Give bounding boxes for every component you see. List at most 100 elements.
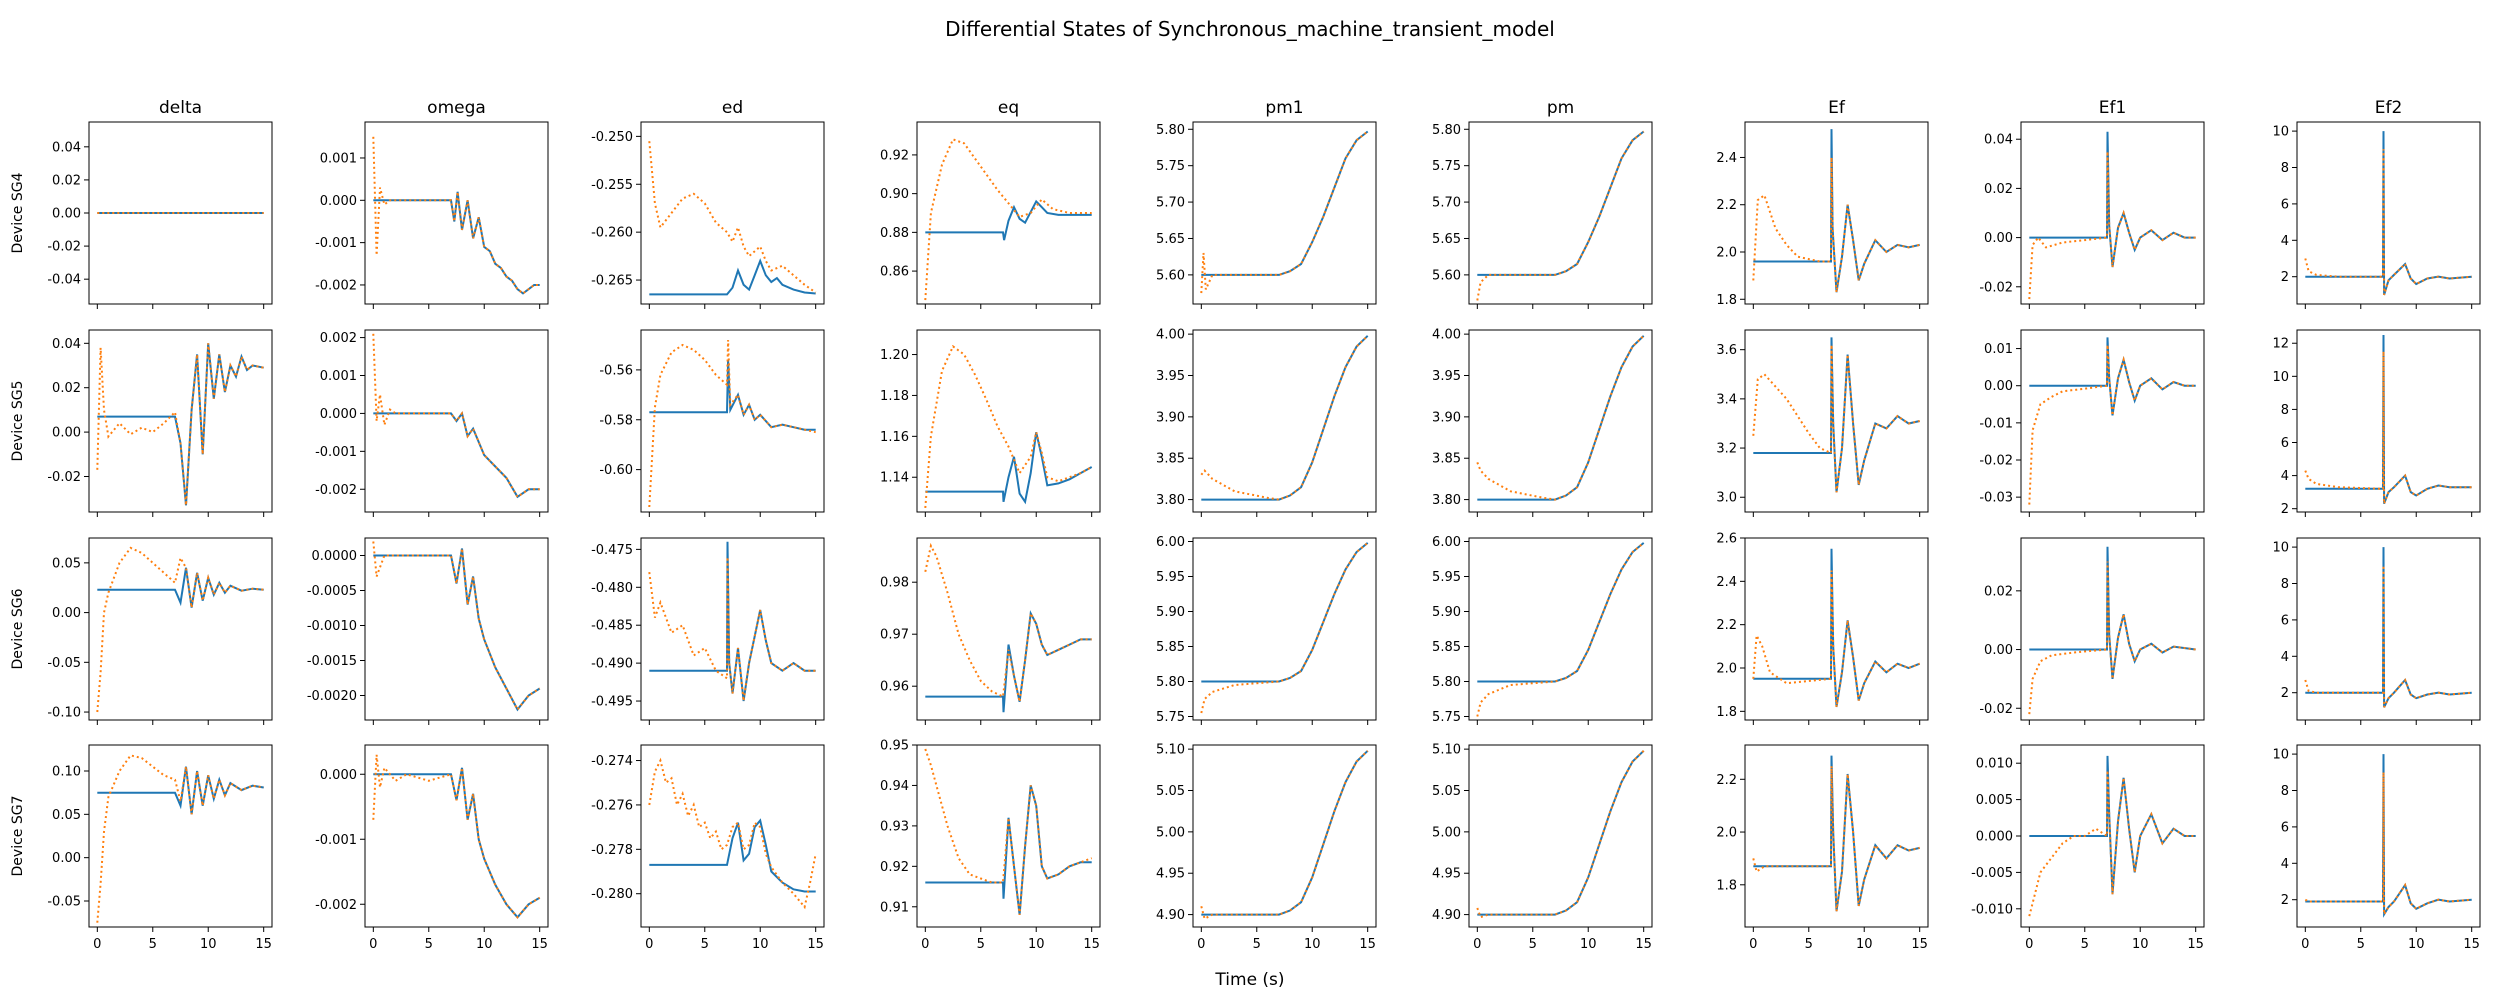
y-tick-label: 2.4 xyxy=(1716,151,1737,166)
subplot-Ef1-row4: 0.010 0.005 0.000 -0.005 -0.010 0 5 10 15 xyxy=(1971,744,2205,952)
y-tick-label: 5.05 xyxy=(1432,784,1461,799)
y-tick-label: 0.00 xyxy=(52,426,81,441)
y-tick-label: 0.95 xyxy=(880,739,909,754)
x-tick-label: 15 xyxy=(531,937,548,952)
subplot-pm1-row2: 4.00 3.95 3.90 3.85 3.80 xyxy=(1156,328,1377,517)
x-tick-label: 15 xyxy=(2187,937,2204,952)
axes-frame xyxy=(1192,121,1377,305)
series-line-pred xyxy=(648,339,816,508)
y-tick-label: 8 xyxy=(2281,784,2289,799)
y-tick-label: 1.8 xyxy=(1716,878,1737,893)
y-tick-label: -0.60 xyxy=(599,463,633,478)
series-line-true xyxy=(1753,129,1920,293)
series-line-true xyxy=(97,567,264,608)
y-tick-label: 3.0 xyxy=(1716,491,1737,506)
series-line-true xyxy=(925,610,1092,713)
series-line-pred xyxy=(2028,770,2196,917)
axes-frame xyxy=(364,121,549,305)
series-line-pred xyxy=(96,754,264,923)
series-line-pred xyxy=(2028,561,2196,715)
axes-frame xyxy=(2296,329,2481,513)
y-tick-label: 0.00 xyxy=(52,606,81,621)
axes-frame xyxy=(1744,121,1929,305)
x-tick-label: 5 xyxy=(2357,937,2365,952)
subplot-delta-row4: 0.10 0.05 0.00 -0.05 0 5 10 15 Device SG7 xyxy=(10,744,273,952)
series-line-true xyxy=(925,431,1093,505)
series-line-pred xyxy=(1476,542,1645,717)
y-tick-label: 1.8 xyxy=(1716,293,1737,308)
y-tick-label: 0.000 xyxy=(320,768,357,783)
x-tick-label: 15 xyxy=(1635,937,1652,952)
y-tick-label: 3.6 xyxy=(1716,343,1737,358)
x-tick-label: 0 xyxy=(1197,937,1205,952)
series-line-pred xyxy=(1200,130,1369,294)
y-tick-label: -0.002 xyxy=(315,483,357,498)
y-tick-label: 6.00 xyxy=(1156,535,1185,550)
axes-frame xyxy=(1744,329,1929,513)
y-tick-label: 0.88 xyxy=(880,226,909,241)
y-tick-label: 6 xyxy=(2281,197,2289,212)
column-title: Ef2 xyxy=(2375,98,2403,118)
y-tick-label: -0.001 xyxy=(315,236,357,251)
x-tick-label: 5 xyxy=(149,937,157,952)
y-tick-label: 1.8 xyxy=(1716,705,1737,720)
subplot-Ef1-row1: 0.04 0.02 0.00 -0.02 Ef1 xyxy=(1979,98,2205,309)
y-tick-label: 5.75 xyxy=(1432,159,1461,174)
subplot-delta-row2: 0.04 0.02 0.00 -0.02 Device SG5 xyxy=(10,329,273,517)
series-line-true xyxy=(1753,548,1921,708)
y-tick-label: -0.01 xyxy=(1979,416,2013,431)
series-line-pred xyxy=(2028,151,2196,300)
x-tick-label: 10 xyxy=(2132,937,2149,952)
axes-frame xyxy=(88,537,273,721)
y-tick-label: 3.80 xyxy=(1432,493,1461,508)
subplot-omega-row1: 0.001 0.000 -0.001 -0.002 omega xyxy=(315,98,549,309)
series-line-pred xyxy=(372,136,540,295)
y-tick-label: -0.002 xyxy=(315,898,357,913)
subplot-pm1-row3: 6.00 5.95 5.90 5.85 5.80 5.75 xyxy=(1156,535,1377,725)
column-title: delta xyxy=(159,98,202,118)
axes-frame xyxy=(640,744,825,928)
y-tick-label: 5.70 xyxy=(1156,196,1185,211)
subplot-eq-row4: 0.95 0.94 0.93 0.92 0.91 0 5 10 15 xyxy=(880,739,1101,952)
y-tick-label: 2.2 xyxy=(1716,773,1737,788)
y-tick-label: 12 xyxy=(2272,337,2289,352)
x-tick-label: 15 xyxy=(807,937,824,952)
y-tick-label: -0.02 xyxy=(47,240,81,255)
y-tick-label: 0.005 xyxy=(1976,793,2013,808)
y-tick-label: 5.90 xyxy=(1156,605,1185,620)
subplot-omega-row3: 0.0000 -0.0005 -0.0010 -0.0015 -0.0020 xyxy=(307,537,549,725)
y-tick-label: 0.00 xyxy=(1984,379,2013,394)
y-tick-label: 0.05 xyxy=(52,808,81,823)
axes-frame xyxy=(1192,537,1377,721)
y-tick-label: 4.95 xyxy=(1156,867,1185,882)
series-line-pred xyxy=(648,556,816,702)
axes-frame xyxy=(1468,329,1653,513)
y-tick-label: 3.95 xyxy=(1432,369,1461,384)
axes-frame xyxy=(364,744,549,928)
subplot-Ef2-row1: 10 8 6 4 2 Ef2 xyxy=(2272,98,2481,309)
series-line-pred xyxy=(372,541,541,712)
subplot-Ef-row2: 3.6 3.4 3.2 3.0 xyxy=(1716,329,1929,517)
y-tick-label: 0.04 xyxy=(52,140,81,155)
y-tick-label: -0.02 xyxy=(1979,454,2013,469)
series-line-true xyxy=(373,191,540,295)
subplot-ed-row4: -0.274 -0.276 -0.278 -0.280 0 5 10 15 xyxy=(591,744,825,952)
y-tick-label: 1.16 xyxy=(880,430,909,445)
y-tick-label: 0.02 xyxy=(1984,182,2013,197)
y-tick-label: 5.95 xyxy=(1432,570,1461,585)
row-label: Device SG5 xyxy=(10,381,26,462)
y-tick-label: -0.265 xyxy=(591,274,633,289)
y-tick-label: 2 xyxy=(2281,686,2289,701)
subplot-pm-row3: 6.00 5.95 5.90 5.85 5.80 5.75 xyxy=(1432,535,1653,725)
y-tick-label: 0.0000 xyxy=(312,549,358,564)
y-tick-label: 2 xyxy=(2281,502,2289,517)
series-line-true xyxy=(649,359,816,431)
y-tick-label: 8 xyxy=(2281,161,2289,176)
y-tick-label: 3.90 xyxy=(1156,410,1185,425)
y-tick-label: 0.000 xyxy=(1976,830,2013,845)
axes-frame xyxy=(916,537,1101,721)
axes-frame xyxy=(2296,121,2481,305)
series-line-pred xyxy=(1752,570,1921,708)
x-tick-label: 5 xyxy=(1529,937,1537,952)
